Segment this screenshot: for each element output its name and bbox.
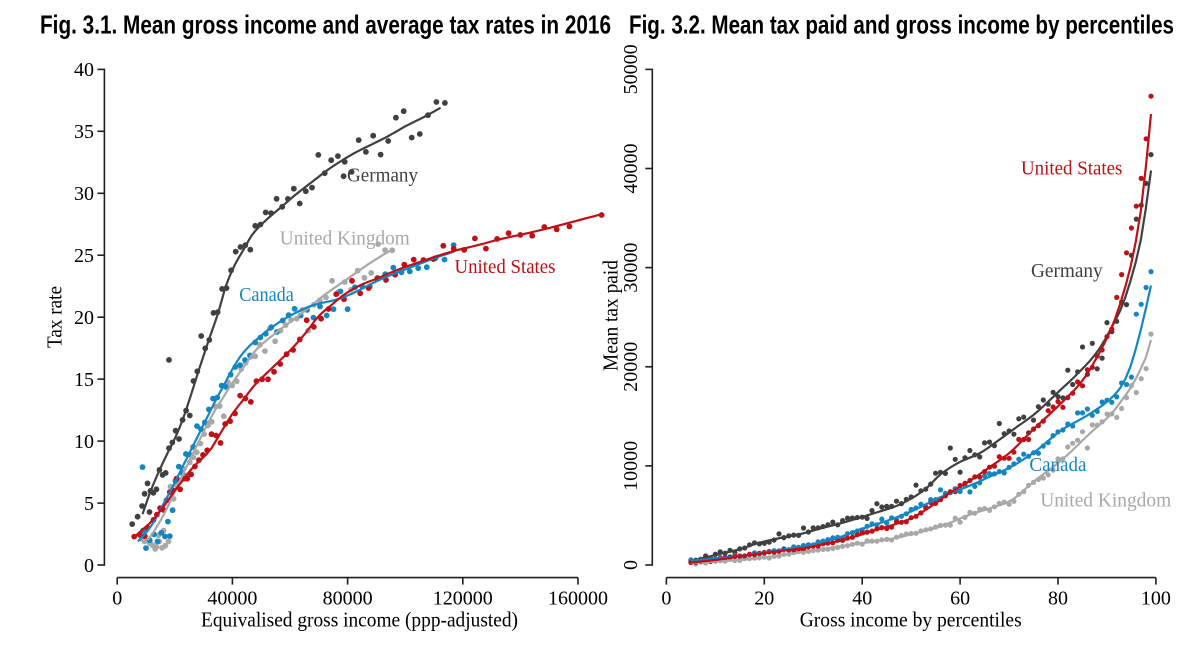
svg-text:40000: 40000 xyxy=(620,144,642,194)
svg-text:United Kingdom: United Kingdom xyxy=(280,228,410,250)
svg-text:100: 100 xyxy=(1141,588,1171,610)
svg-text:Germany: Germany xyxy=(1031,260,1103,282)
svg-text:10: 10 xyxy=(74,431,94,453)
svg-text:United States: United States xyxy=(455,256,556,278)
svg-text:80000: 80000 xyxy=(323,588,373,610)
svg-text:Fig. 3.1. Mean gross income an: Fig. 3.1. Mean gross income and average … xyxy=(40,10,611,40)
svg-text:40: 40 xyxy=(852,588,872,610)
svg-text:Mean tax paid: Mean tax paid xyxy=(599,260,623,371)
svg-text:0: 0 xyxy=(620,560,642,570)
svg-text:United States: United States xyxy=(1021,158,1123,180)
svg-text:30000: 30000 xyxy=(620,243,642,293)
svg-text:5: 5 xyxy=(84,493,94,515)
svg-text:120000: 120000 xyxy=(433,588,493,610)
svg-text:Fig. 3.2. Mean tax paid and gr: Fig. 3.2. Mean tax paid and gross income… xyxy=(629,10,1174,40)
svg-text:50000: 50000 xyxy=(620,44,642,94)
svg-text:0: 0 xyxy=(84,555,94,577)
svg-text:15: 15 xyxy=(74,369,94,391)
svg-text:10000: 10000 xyxy=(620,441,642,491)
svg-text:Gross income by percentiles: Gross income by percentiles xyxy=(800,608,1022,632)
svg-text:30: 30 xyxy=(74,183,94,205)
svg-text:20000: 20000 xyxy=(620,342,642,392)
svg-text:Canada: Canada xyxy=(239,284,294,306)
svg-text:Equivalised gross income (ppp-: Equivalised gross income (ppp-adjusted) xyxy=(201,608,518,632)
svg-text:0: 0 xyxy=(661,588,671,610)
svg-text:Germany: Germany xyxy=(347,165,418,187)
svg-text:60: 60 xyxy=(950,588,970,610)
svg-text:40: 40 xyxy=(74,59,94,81)
svg-text:United Kingdom: United Kingdom xyxy=(1040,490,1171,512)
svg-text:0: 0 xyxy=(112,588,122,610)
svg-text:20: 20 xyxy=(754,588,774,610)
svg-text:80: 80 xyxy=(1048,588,1068,610)
svg-text:160000: 160000 xyxy=(548,588,608,610)
svg-text:Canada: Canada xyxy=(1029,454,1086,476)
svg-text:Tax rate: Tax rate xyxy=(43,286,67,348)
svg-text:35: 35 xyxy=(74,121,94,143)
svg-text:40000: 40000 xyxy=(207,588,257,610)
svg-text:25: 25 xyxy=(74,245,94,267)
svg-text:20: 20 xyxy=(74,307,94,329)
